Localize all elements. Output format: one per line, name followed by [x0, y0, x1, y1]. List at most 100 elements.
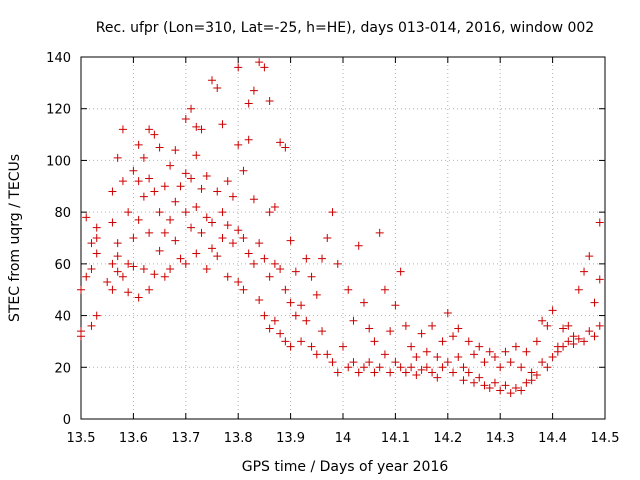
data-point — [124, 208, 133, 217]
data-point — [181, 208, 190, 217]
data-point — [129, 262, 138, 271]
data-point — [187, 104, 196, 113]
data-point — [527, 368, 536, 377]
data-point — [511, 383, 520, 392]
data-point — [145, 174, 154, 183]
data-point — [470, 350, 478, 359]
data-point — [496, 386, 505, 395]
data-point — [564, 337, 573, 346]
data-point — [176, 254, 185, 263]
x-tick-label: 13.7 — [171, 431, 200, 446]
data-point — [354, 241, 363, 250]
data-point — [590, 298, 599, 307]
data-point — [265, 272, 274, 281]
data-point — [134, 215, 143, 224]
data-points — [77, 58, 604, 398]
data-point — [270, 202, 279, 211]
data-point — [108, 218, 117, 227]
data-point — [129, 234, 138, 242]
data-point — [302, 254, 311, 263]
data-point — [139, 153, 148, 162]
data-point — [265, 208, 274, 217]
data-point — [433, 352, 442, 361]
axis-ticks: 13.5 13.6 13.7 13.8 13.9 14 14.1 14.2 14.3 14.4 14… — [46, 51, 619, 446]
data-point — [412, 371, 421, 380]
data-point — [160, 182, 169, 191]
data-point — [574, 334, 583, 343]
data-point — [532, 337, 541, 346]
data-point — [234, 226, 243, 235]
data-point — [585, 252, 594, 261]
data-point — [108, 187, 117, 196]
data-point — [244, 99, 253, 108]
data-point — [139, 265, 148, 274]
data-point — [595, 218, 604, 227]
data-point — [333, 368, 342, 377]
data-point — [234, 277, 243, 286]
y-tick-label: 20 — [54, 361, 71, 376]
data-point — [454, 352, 463, 361]
data-point — [155, 143, 164, 152]
data-point — [490, 378, 499, 387]
data-point — [239, 285, 248, 294]
data-point — [92, 223, 101, 232]
data-point — [428, 368, 437, 377]
data-point — [307, 342, 316, 351]
data-point — [527, 376, 536, 385]
data-point — [569, 332, 578, 341]
data-point — [485, 383, 494, 392]
data-point — [307, 272, 316, 281]
data-point — [328, 208, 337, 217]
data-point — [249, 86, 258, 95]
data-point — [124, 288, 133, 297]
data-point — [82, 213, 91, 222]
data-point — [87, 265, 96, 274]
data-point — [270, 259, 279, 268]
x-tick-label: 13.6 — [119, 431, 148, 446]
y-tick-label: 120 — [46, 103, 71, 118]
grid-lines — [81, 57, 605, 419]
data-point — [401, 368, 410, 377]
data-point — [422, 363, 431, 372]
data-point — [480, 381, 489, 390]
y-tick-label: 40 — [54, 310, 71, 325]
data-point — [433, 373, 442, 382]
data-point — [92, 311, 101, 320]
data-point — [171, 197, 180, 206]
data-point — [380, 350, 389, 359]
data-point — [187, 174, 196, 183]
data-point — [475, 342, 484, 351]
data-point — [255, 58, 264, 67]
data-point — [344, 363, 353, 372]
x-tick-label: 14 — [335, 431, 352, 446]
y-axis-label: STEC from uqrg / TECUs — [7, 154, 23, 322]
data-point — [333, 259, 342, 268]
data-point — [77, 327, 85, 336]
data-point — [281, 143, 290, 152]
data-point — [501, 381, 510, 390]
data-point — [543, 363, 552, 372]
data-point — [375, 363, 384, 372]
data-point — [260, 254, 269, 263]
data-point — [129, 166, 138, 175]
data-point — [166, 215, 175, 224]
data-point — [113, 239, 122, 248]
data-point — [323, 350, 332, 359]
data-point — [339, 342, 347, 351]
data-point — [454, 324, 463, 333]
data-point — [281, 285, 290, 294]
y-tick-label: 60 — [54, 258, 71, 273]
data-point — [422, 347, 431, 356]
data-point — [213, 252, 222, 261]
data-point — [323, 234, 332, 242]
data-point — [255, 239, 264, 248]
x-tick-label: 14.4 — [538, 431, 567, 446]
y-tick-label: 140 — [46, 51, 71, 66]
data-point — [108, 285, 117, 294]
data-point — [595, 321, 604, 330]
data-point — [417, 365, 426, 374]
data-point — [459, 363, 468, 372]
data-point — [470, 378, 478, 387]
data-point — [171, 146, 180, 155]
